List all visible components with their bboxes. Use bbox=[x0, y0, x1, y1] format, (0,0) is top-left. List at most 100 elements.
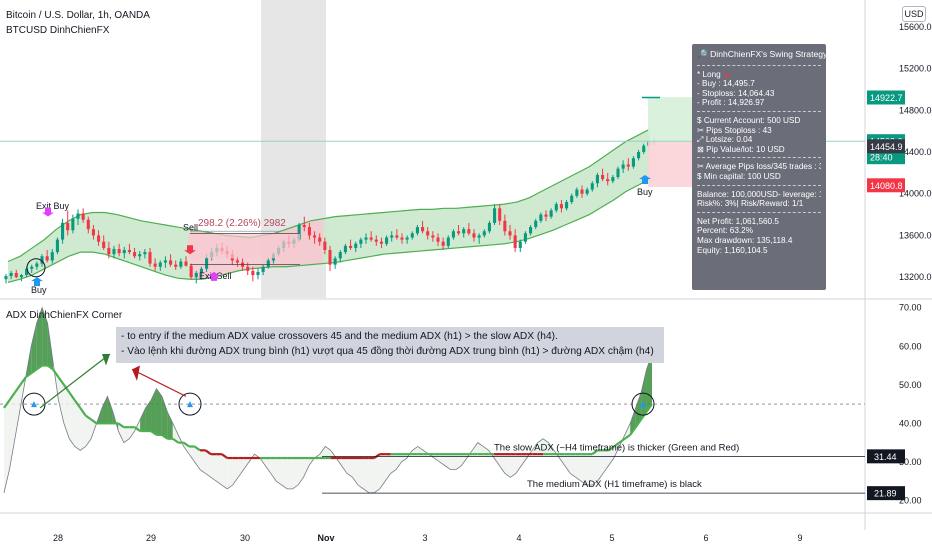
adx-fill-segment bbox=[9, 392, 15, 470]
candle-body bbox=[19, 275, 23, 278]
buy-arrow-icon bbox=[639, 174, 651, 184]
adx-fill-segment bbox=[42, 307, 48, 366]
candle-body bbox=[35, 263, 39, 267]
candle-body bbox=[390, 235, 394, 238]
adx-fill-segment bbox=[205, 450, 211, 478]
adx-fill-segment bbox=[140, 407, 146, 432]
short-trade-zone bbox=[188, 233, 300, 259]
candle-body bbox=[148, 252, 152, 264]
candle-body bbox=[179, 261, 183, 267]
candle-body bbox=[138, 254, 142, 257]
adx-fill-segment bbox=[151, 388, 157, 435]
price-tick-label: 15200.0 bbox=[899, 64, 932, 74]
candle-body bbox=[266, 260, 270, 267]
adx-fill-segment bbox=[412, 446, 418, 455]
adx-fill-segment bbox=[445, 454, 451, 470]
adx-fill-segment bbox=[401, 454, 407, 462]
candle-body bbox=[163, 260, 167, 263]
slow-adx-segment bbox=[624, 434, 631, 440]
candle-body bbox=[379, 241, 383, 244]
medium-adx-line bbox=[3, 306, 653, 494]
candle-body bbox=[45, 256, 49, 261]
buy-arrow-icon bbox=[31, 277, 43, 287]
adx-fill-segment bbox=[417, 446, 424, 455]
adx-fill-segment bbox=[521, 454, 527, 466]
candle-body bbox=[631, 158, 635, 167]
adx-triangle-icon bbox=[31, 401, 37, 408]
adx-triangle-icon bbox=[640, 401, 646, 408]
adx-fill-segment bbox=[635, 392, 642, 428]
adx-signal-circle bbox=[631, 392, 655, 416]
buy-left-label: Buy bbox=[31, 285, 47, 295]
adx-fill-segment bbox=[287, 458, 293, 489]
adx-fill-segment bbox=[646, 353, 652, 412]
candle-body bbox=[117, 248, 121, 254]
candle-body bbox=[410, 233, 414, 238]
candle-body bbox=[364, 237, 368, 240]
candle-body bbox=[256, 271, 260, 276]
slow-adx-segment bbox=[19, 376, 27, 386]
slow-adx-segment bbox=[221, 453, 228, 459]
slow-adx-segment bbox=[13, 384, 22, 394]
adx-fill-segment bbox=[156, 388, 162, 435]
candle-body bbox=[518, 241, 522, 248]
adx-fill-segment bbox=[586, 454, 593, 486]
adx-fill-segment bbox=[439, 454, 446, 466]
candle-body bbox=[318, 237, 322, 242]
time-tick-label: 29 bbox=[146, 533, 156, 543]
candle-body bbox=[462, 229, 466, 234]
divider bbox=[697, 157, 821, 159]
candle-body bbox=[534, 220, 538, 228]
slow-adx-segment bbox=[607, 445, 615, 452]
slow-adx-segment bbox=[613, 441, 620, 448]
candle-body bbox=[50, 252, 54, 261]
info-line: Equity: 1,160,104.5 bbox=[697, 245, 768, 255]
candle-body bbox=[405, 237, 409, 240]
candle-body bbox=[441, 241, 445, 246]
currency-button[interactable]: USD bbox=[902, 6, 926, 22]
adx-fill-segment bbox=[570, 454, 576, 478]
candle-body bbox=[122, 250, 126, 254]
measure-label: 298.2 (2.26%) 2982 bbox=[198, 218, 286, 229]
slow-adx-segment bbox=[193, 445, 201, 452]
adx-fill-segment bbox=[63, 384, 70, 439]
slow-adx-segment bbox=[25, 372, 32, 378]
adx-fill-segment bbox=[559, 454, 565, 466]
sl-price-label-bg bbox=[867, 178, 905, 193]
slow-adx-segment bbox=[117, 422, 125, 429]
candle-body bbox=[107, 247, 111, 255]
tp-price-label: 14922.7 bbox=[870, 93, 903, 103]
candle-body bbox=[451, 231, 455, 238]
candle-body bbox=[9, 272, 13, 277]
slow-adx-segment bbox=[591, 449, 599, 456]
slow-adx-segment bbox=[3, 399, 11, 409]
candle-body bbox=[354, 243, 358, 248]
adx-fill-segment bbox=[537, 438, 544, 455]
time-tick-label: 6 bbox=[703, 533, 708, 543]
candle-body bbox=[91, 229, 95, 236]
strategy-info-box: 🔎 DinhChienFX's Swing Strategy * Long ▲ … bbox=[692, 44, 827, 290]
candle-body bbox=[343, 245, 347, 253]
adx-tick-label: 50.00 bbox=[899, 380, 922, 390]
candle-body bbox=[621, 164, 625, 169]
stop-loss-zone bbox=[648, 142, 692, 187]
adx-tick-label: 20.00 bbox=[899, 495, 922, 505]
slow-adx-segment bbox=[134, 426, 141, 432]
candle-body bbox=[251, 270, 255, 276]
candle-body bbox=[585, 189, 589, 194]
adx-fill-segment bbox=[548, 442, 554, 455]
adx-fill-segment bbox=[510, 454, 516, 478]
price-tick-label: 14000.0 bbox=[899, 189, 932, 199]
candle-body bbox=[14, 272, 18, 278]
slow-level-label: 31.44 bbox=[874, 452, 897, 462]
candle-body bbox=[359, 239, 363, 244]
candle-body bbox=[30, 266, 34, 269]
candle-body bbox=[487, 222, 491, 232]
candle-body bbox=[570, 195, 574, 203]
level-price-label-bg bbox=[867, 139, 905, 154]
pin-icon: 🔎 bbox=[697, 49, 708, 59]
slow-adx-annotation: The slow ADX (~H4 timeframe) is thicker … bbox=[494, 442, 739, 453]
slow-adx-segment bbox=[161, 434, 168, 440]
candle-body bbox=[61, 222, 65, 240]
candle-body bbox=[76, 213, 80, 219]
